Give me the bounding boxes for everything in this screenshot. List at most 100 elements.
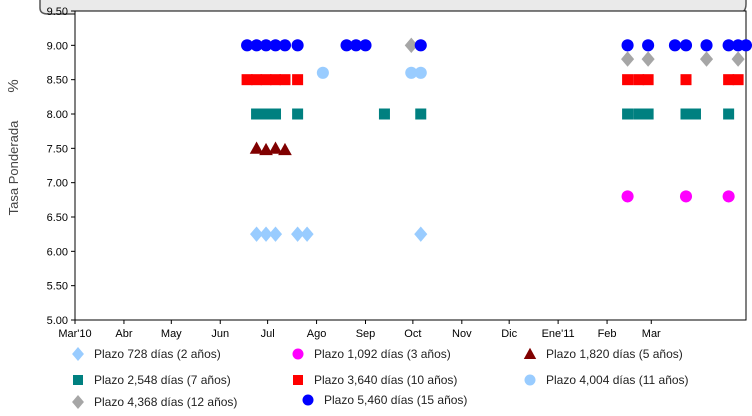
data-point (291, 39, 304, 52)
legend-marker (523, 347, 537, 359)
data-point (359, 39, 372, 52)
legend-label: Plazo 728 días (2 años) (94, 347, 221, 361)
x-tick-label: Ene'11 (542, 328, 575, 340)
legend-label: Plazo 4,368 días (12 años) (94, 395, 237, 409)
data-point (340, 39, 353, 52)
series-5 (241, 74, 744, 86)
series-8 (241, 39, 752, 52)
data-point (723, 108, 735, 120)
y-tick-label: 9.00 (47, 40, 68, 52)
series-3 (249, 141, 292, 156)
data-point (250, 226, 264, 242)
data-point (270, 108, 282, 120)
x-tick-label: Sep (356, 328, 376, 340)
data-point (292, 108, 304, 120)
data-point (633, 108, 645, 120)
legend-marker (72, 395, 84, 409)
data-point (642, 74, 654, 86)
series-1 (250, 226, 428, 242)
data-point (316, 66, 329, 79)
data-point (260, 108, 272, 120)
series-7 (404, 37, 745, 67)
data-point (680, 74, 692, 86)
x-tick-label: Jul (261, 328, 275, 340)
x-tick-label: Mar (642, 328, 661, 340)
data-point (621, 190, 634, 203)
legend-marker (73, 375, 83, 385)
data-point (723, 74, 735, 86)
data-point (679, 39, 693, 52)
legend-marker (293, 375, 303, 385)
data-point (241, 39, 254, 52)
x-tick-label: Abr (115, 328, 132, 340)
legend-marker (302, 394, 314, 406)
data-point (414, 66, 427, 79)
data-point (251, 108, 263, 120)
data-point (732, 74, 744, 86)
series-2 (621, 190, 735, 203)
x-tick-label: Ago (307, 328, 327, 340)
data-point (689, 108, 701, 120)
y-tick-label: 9.50 (47, 6, 68, 18)
x-tick-label: Dic (501, 328, 517, 340)
data-point (414, 226, 428, 242)
data-point (269, 39, 282, 52)
y-tick-label: 6.50 (47, 212, 68, 224)
data-point (404, 37, 418, 54)
y-tick-label: 8.50 (47, 75, 68, 87)
data-point (668, 39, 682, 52)
data-point (414, 39, 427, 52)
legend-item: Plazo 1,092 días (3 años) (292, 347, 451, 361)
legend-marker (72, 347, 84, 361)
legend-label: Plazo 1,820 días (5 años) (546, 347, 683, 361)
data-point (622, 108, 634, 120)
data-point (249, 141, 264, 154)
legend-label: Plazo 1,092 días (3 años) (314, 347, 451, 361)
plot-area (74, 10, 747, 321)
data-point (722, 39, 735, 52)
legend-item: Plazo 3,640 días (10 años) (293, 373, 457, 387)
legend-item: Plazo 1,820 días (5 años) (523, 347, 683, 361)
data-point (259, 226, 273, 242)
y-axis: 5.00 5.50 6.00 6.50 7.00 7.50 8.00 8.50 9.00 9.50 (47, 6, 75, 327)
legend-marker (524, 374, 536, 386)
x-tick-label: Mar'10 (58, 328, 91, 340)
data-point (405, 66, 418, 79)
data-point (278, 142, 292, 156)
data-point (722, 190, 735, 203)
legend-item: Plazo 4,368 días (12 años) (72, 395, 237, 409)
data-point (259, 142, 273, 156)
x-tick-label: Feb (598, 328, 617, 340)
data-point (633, 74, 645, 86)
data-point (291, 226, 305, 242)
data-point (621, 51, 635, 67)
y-tick-label: 6.00 (47, 246, 68, 258)
x-tick-label: Jun (211, 328, 229, 340)
x-tick-label: Nov (452, 328, 472, 340)
legend-label: Plazo 4,004 días (11 años) (546, 373, 689, 387)
data-point (621, 39, 634, 52)
data-point (642, 39, 655, 52)
data-point (279, 74, 291, 86)
data-point (731, 51, 745, 67)
series-4 (251, 108, 735, 120)
data-point (270, 74, 282, 86)
legend-marker (292, 348, 304, 360)
y-tick-label: 7.50 (47, 143, 68, 155)
y-tick-label: 8.00 (47, 109, 68, 121)
data-point (378, 108, 390, 120)
data-marks (241, 37, 752, 242)
data-point (268, 141, 283, 154)
legend-item: Plazo 2,548 días (7 años) (73, 373, 231, 387)
y-tick-label: 7.00 (47, 178, 68, 190)
data-point (415, 108, 427, 120)
y-tick-label: 5.50 (47, 281, 68, 293)
data-point (241, 74, 253, 86)
legend-item: Plazo 4,004 días (11 años) (524, 373, 689, 387)
data-point (642, 108, 654, 120)
data-point (268, 226, 283, 242)
x-tick-label: May (161, 328, 182, 340)
data-point (278, 39, 292, 52)
data-point (739, 39, 752, 52)
